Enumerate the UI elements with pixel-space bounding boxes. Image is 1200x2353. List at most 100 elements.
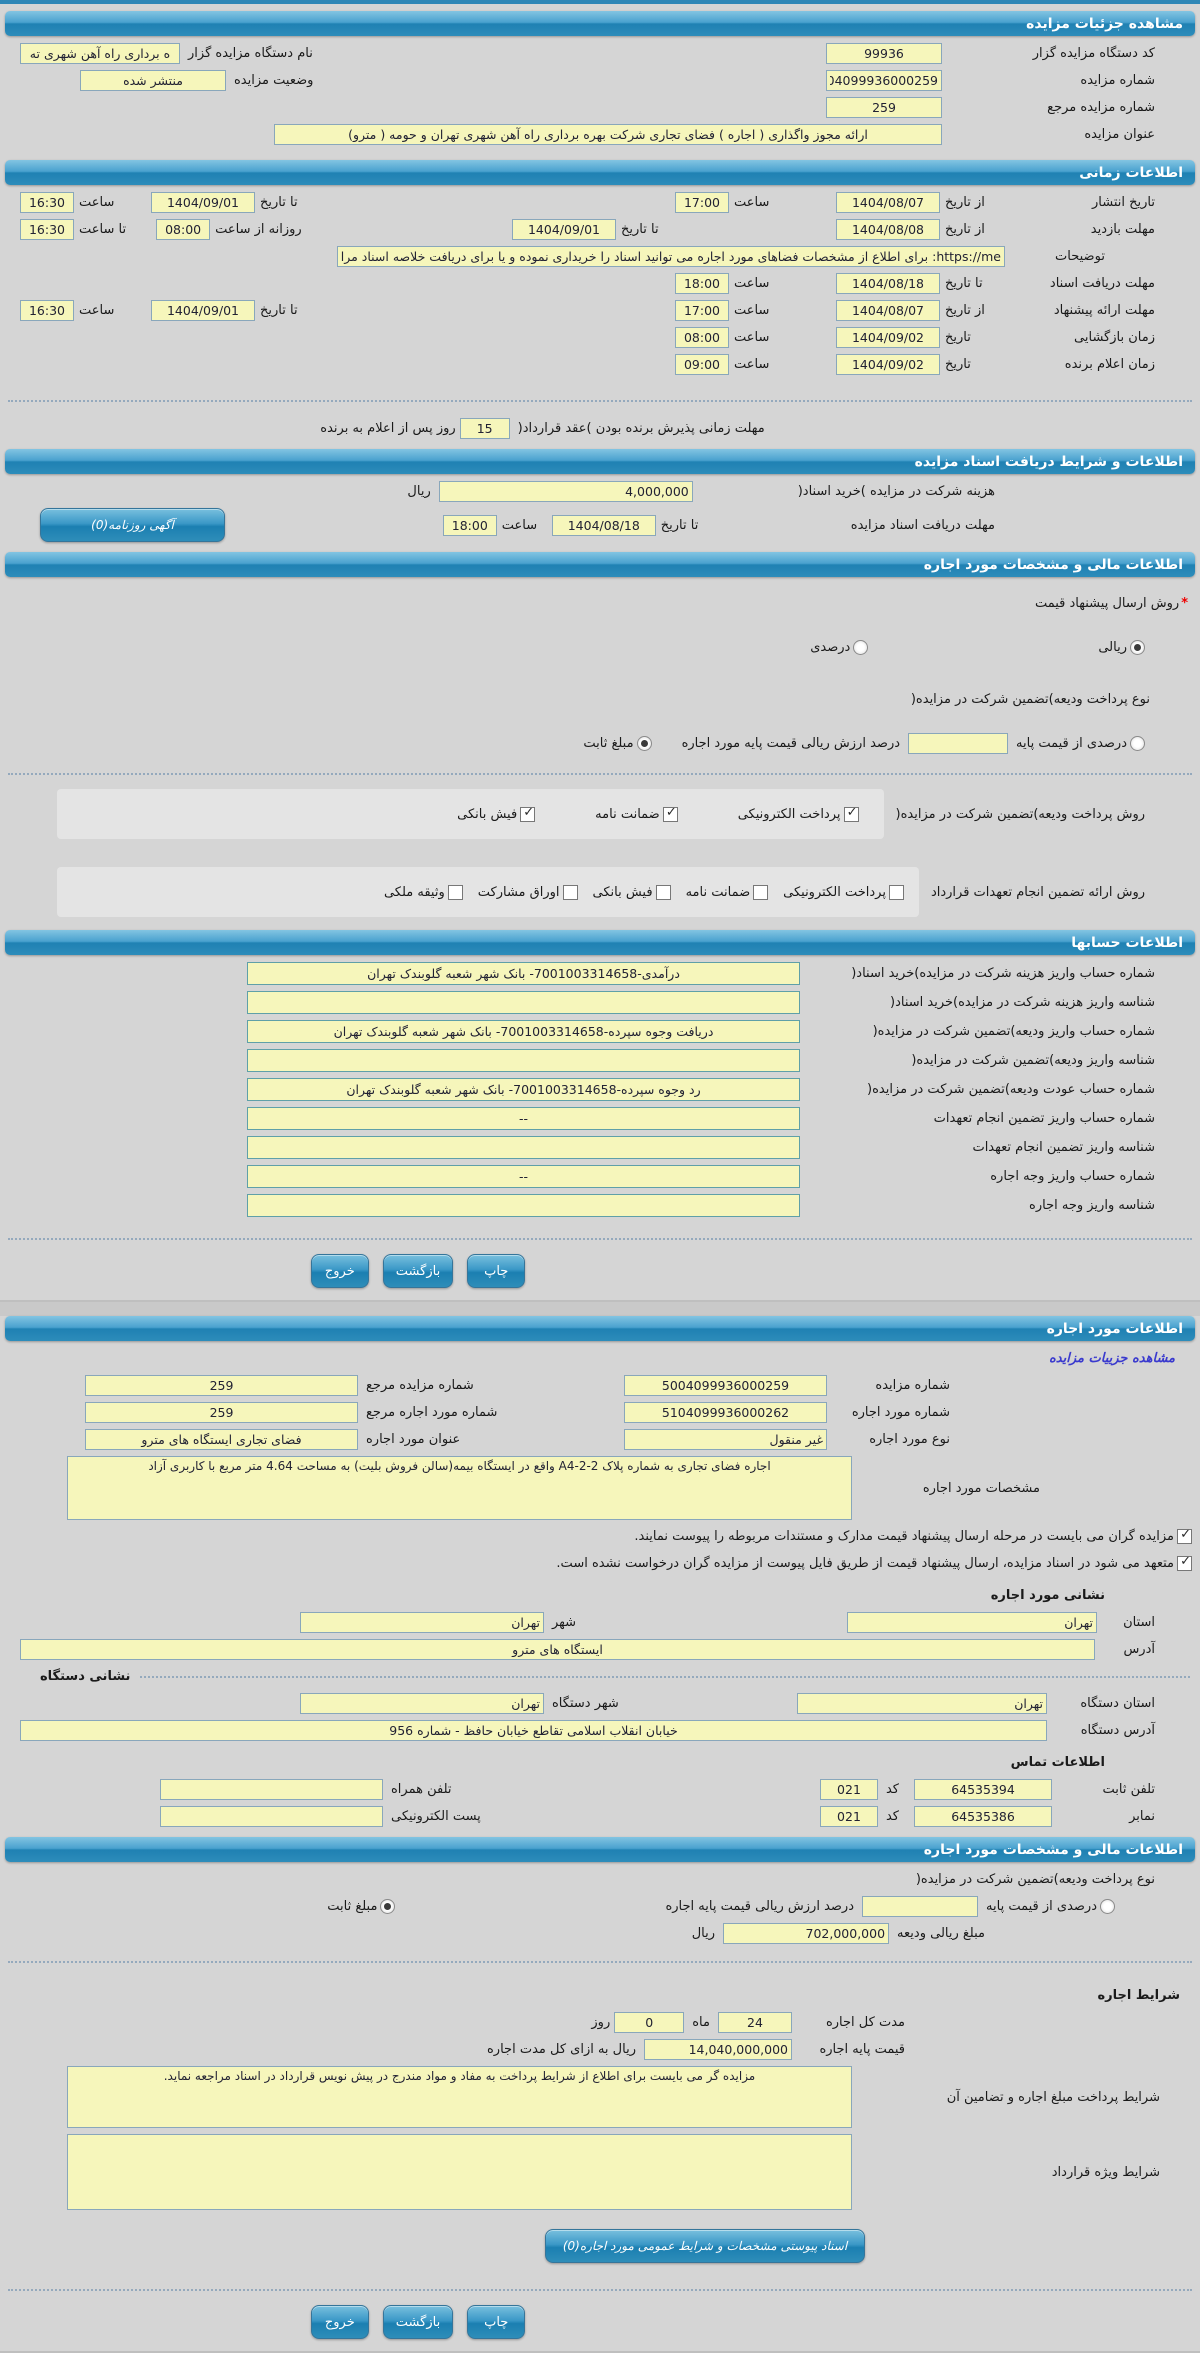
deposit-amount-input[interactable] <box>723 1923 890 1944</box>
publish-to-date-input[interactable] <box>151 192 255 213</box>
row-visit-deadline: مهلت بازدید از تاریخ تا تاریخ روزانه از … <box>0 216 1200 243</box>
offer-to-date-input[interactable] <box>151 300 255 321</box>
offer-from-hour-input[interactable] <box>675 300 729 321</box>
guar-property-checkbox[interactable] <box>447 884 463 900</box>
payment-conditions-textarea[interactable]: مزایده گر می بایست برای اطلاع از شرایط پ… <box>67 2066 852 2128</box>
fixed-amount-2-radio[interactable] <box>380 1899 396 1914</box>
row-lease-auction-number: شماره مزایده شماره مزایده مرجع <box>0 1372 1200 1399</box>
attached-docs-button[interactable]: اسناد پیوستی مشخصات و شرایط عمومی مورد ا… <box>545 2229 865 2263</box>
email-input[interactable] <box>160 1806 383 1827</box>
print-button[interactable]: چاپ <box>467 1254 526 1288</box>
lease-base-price-label: قیمت پایه اجاره <box>819 2042 905 2057</box>
lease-item-type-input[interactable] <box>624 1429 827 1450</box>
contact-heading: اطلاعات تماس <box>1010 1755 1105 1770</box>
lease-address-input[interactable] <box>20 1639 1095 1660</box>
auction-number-label: شماره مزایده <box>1080 73 1155 88</box>
view-auction-details-link[interactable]: مشاهده جزییات مزایده <box>1048 1351 1175 1366</box>
guar-letter-checkbox[interactable] <box>753 884 769 900</box>
auction-number-input[interactable] <box>826 70 942 91</box>
account-input[interactable] <box>247 1078 800 1101</box>
percent-of-base-2-radio[interactable] <box>1100 1899 1115 1914</box>
percent-of-base-input[interactable] <box>908 733 1009 754</box>
fax-input[interactable] <box>914 1806 1052 1827</box>
opening-hour-input[interactable] <box>675 327 729 348</box>
rial-radio[interactable] <box>1130 640 1145 655</box>
deposit-amount-label: مبلغ ریالی ودیعه <box>897 1926 985 1941</box>
description-input[interactable] <box>337 246 1005 267</box>
org-city-input[interactable] <box>300 1693 544 1714</box>
docs-deadline-hour-input[interactable] <box>675 273 729 294</box>
bank-slip-checkbox[interactable] <box>520 805 536 822</box>
account-input[interactable] <box>247 1165 800 1188</box>
print-button[interactable]: چاپ <box>467 2305 526 2339</box>
lease-province-input[interactable] <box>847 1612 1097 1633</box>
special-conditions-textarea[interactable] <box>67 2134 852 2210</box>
phone-input[interactable] <box>914 1779 1052 1800</box>
winner-date-input[interactable] <box>836 354 940 375</box>
percent-of-base-suffix: درصد ارزش ریالی قیمت پایه مورد اجاره <box>681 736 901 751</box>
lease-city-input[interactable] <box>300 1612 544 1633</box>
docs-deadline-date-input[interactable] <box>836 273 940 294</box>
percent-of-base-2-input[interactable] <box>862 1896 979 1917</box>
exit-button[interactable]: خروج <box>310 1254 369 1288</box>
to-date-label: تا تاریخ <box>621 222 659 237</box>
percent-radio[interactable] <box>853 640 869 655</box>
newspaper-ads-button[interactable]: آگهی روزنامه(0) <box>40 508 225 542</box>
visit-daily-from-input[interactable] <box>156 219 211 240</box>
lease-days-input[interactable] <box>614 2012 685 2033</box>
account-input[interactable] <box>247 1136 800 1159</box>
publish-from-date-input[interactable] <box>836 192 940 213</box>
publish-to-hour-input[interactable] <box>20 192 74 213</box>
lease-item-number-input[interactable] <box>624 1402 827 1423</box>
winner-hour-input[interactable] <box>675 354 729 375</box>
mobile-input[interactable] <box>160 1779 383 1800</box>
lease-auction-number-input[interactable] <box>624 1375 827 1396</box>
back-button[interactable]: بازگشت <box>382 1254 454 1288</box>
back-button[interactable]: بازگشت <box>382 2305 454 2339</box>
publish-from-hour-input[interactable] <box>675 192 729 213</box>
fax-code-input[interactable] <box>819 1806 878 1827</box>
auction-status-input[interactable] <box>80 70 226 91</box>
lease-base-price-input[interactable] <box>644 2039 792 2060</box>
account-input[interactable] <box>247 991 800 1014</box>
bidder-code-input[interactable] <box>826 43 942 64</box>
guar-epay-checkbox[interactable] <box>888 884 904 900</box>
account-input[interactable] <box>247 1107 800 1130</box>
account-input[interactable] <box>247 1020 800 1043</box>
lease-auction-ref-input[interactable] <box>85 1375 358 1396</box>
account-input[interactable] <box>247 962 800 985</box>
docs-receive-hour-input[interactable] <box>442 514 497 536</box>
offer-from-date-input[interactable] <box>836 300 940 321</box>
opening-date-input[interactable] <box>836 327 940 348</box>
accept-period-input[interactable] <box>459 418 510 439</box>
docs-receive-date-input[interactable] <box>551 514 656 536</box>
area-code-label: کد <box>885 1782 899 1797</box>
lease-months-input[interactable] <box>718 2012 792 2033</box>
visit-from-date-input[interactable] <box>836 219 940 240</box>
lease-item-title-input[interactable] <box>85 1429 358 1450</box>
guar-bank-slip-checkbox[interactable] <box>655 884 671 900</box>
lease-specs-textarea[interactable]: اجاره فضای تجاری به شماره پلاک A4-2-2 وا… <box>67 1456 852 1520</box>
exit-button[interactable]: خروج <box>310 2305 369 2339</box>
phone-code-input[interactable] <box>819 1779 878 1800</box>
account-input[interactable] <box>247 1049 800 1072</box>
guar-bonds-checkbox[interactable] <box>562 884 578 900</box>
percent-of-base-radio[interactable] <box>1130 736 1145 751</box>
org-address-input[interactable] <box>20 1720 1047 1741</box>
visit-daily-to-input[interactable] <box>20 219 74 240</box>
fixed-amount-radio[interactable] <box>636 736 652 751</box>
lease-item-ref-input[interactable] <box>85 1402 358 1423</box>
no-file-checkbox[interactable] <box>1177 1554 1192 1571</box>
attach-docs-checkbox[interactable] <box>1177 1527 1192 1544</box>
guarantee-letter-checkbox[interactable] <box>662 805 678 822</box>
visit-to-date-input[interactable] <box>512 219 616 240</box>
fee-input[interactable] <box>438 481 693 502</box>
offer-to-hour-input[interactable] <box>20 300 74 321</box>
epay-checkbox[interactable] <box>843 805 859 822</box>
account-input[interactable] <box>247 1194 800 1217</box>
account-row: شناسه واریز وجه اجاره <box>0 1191 1200 1220</box>
org-province-input[interactable] <box>797 1693 1047 1714</box>
bidder-name-input[interactable] <box>20 43 180 64</box>
auction-title-input[interactable] <box>274 124 942 145</box>
auction-ref-input[interactable] <box>826 97 942 118</box>
